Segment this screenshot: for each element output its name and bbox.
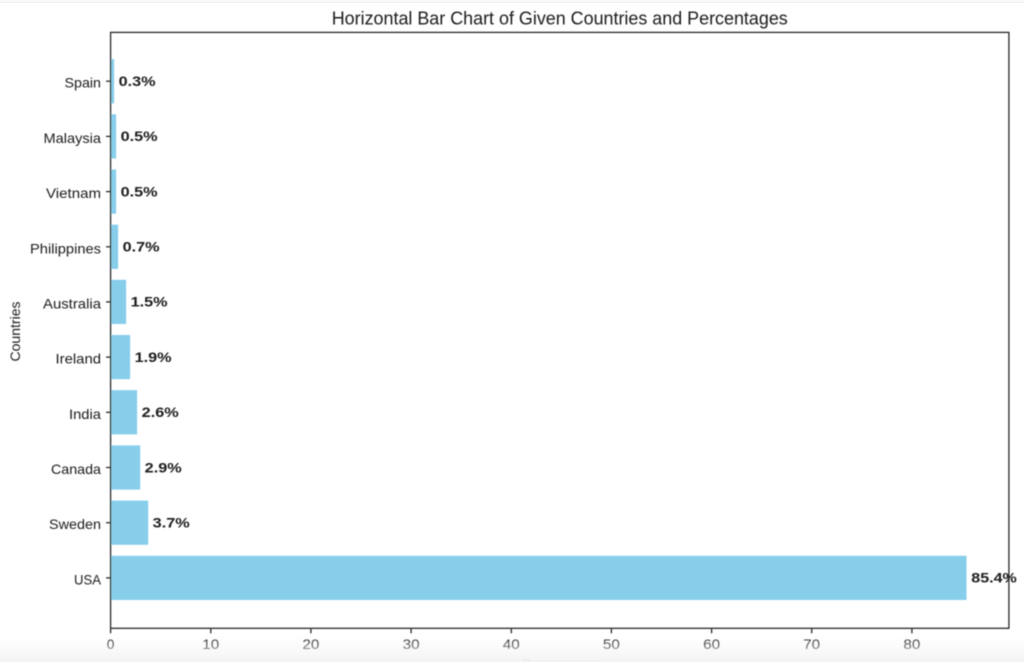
svg-text:1.5%: 1.5% [131,295,168,310]
svg-text:Spain: Spain [65,76,102,91]
svg-text:Horizontal Bar Chart of Given: Horizontal Bar Chart of Given Countries … [332,8,788,28]
svg-text:2.6%: 2.6% [142,405,179,420]
svg-text:Sweden: Sweden [49,517,101,532]
svg-text:Australia: Australia [43,296,101,311]
svg-text:0.3%: 0.3% [119,74,156,89]
svg-text:India: India [69,407,101,422]
svg-text:2.9%: 2.9% [145,460,182,475]
svg-text:Philippines: Philippines [30,241,101,256]
svg-text:Vietnam: Vietnam [46,186,101,201]
svg-text:0.5%: 0.5% [121,184,158,199]
svg-text:Canada: Canada [51,462,101,477]
svg-text:85.4%: 85.4% [971,571,1017,586]
svg-text:Ireland: Ireland [56,352,102,367]
svg-text:0.7%: 0.7% [123,240,160,255]
svg-text:Countries: Countries [8,301,23,361]
svg-text:1.9%: 1.9% [135,350,172,365]
svg-text:0.5%: 0.5% [121,129,158,144]
svg-text:USA: USA [74,572,102,587]
svg-text:3.7%: 3.7% [153,516,190,531]
svg-text:Malaysia: Malaysia [44,131,102,146]
